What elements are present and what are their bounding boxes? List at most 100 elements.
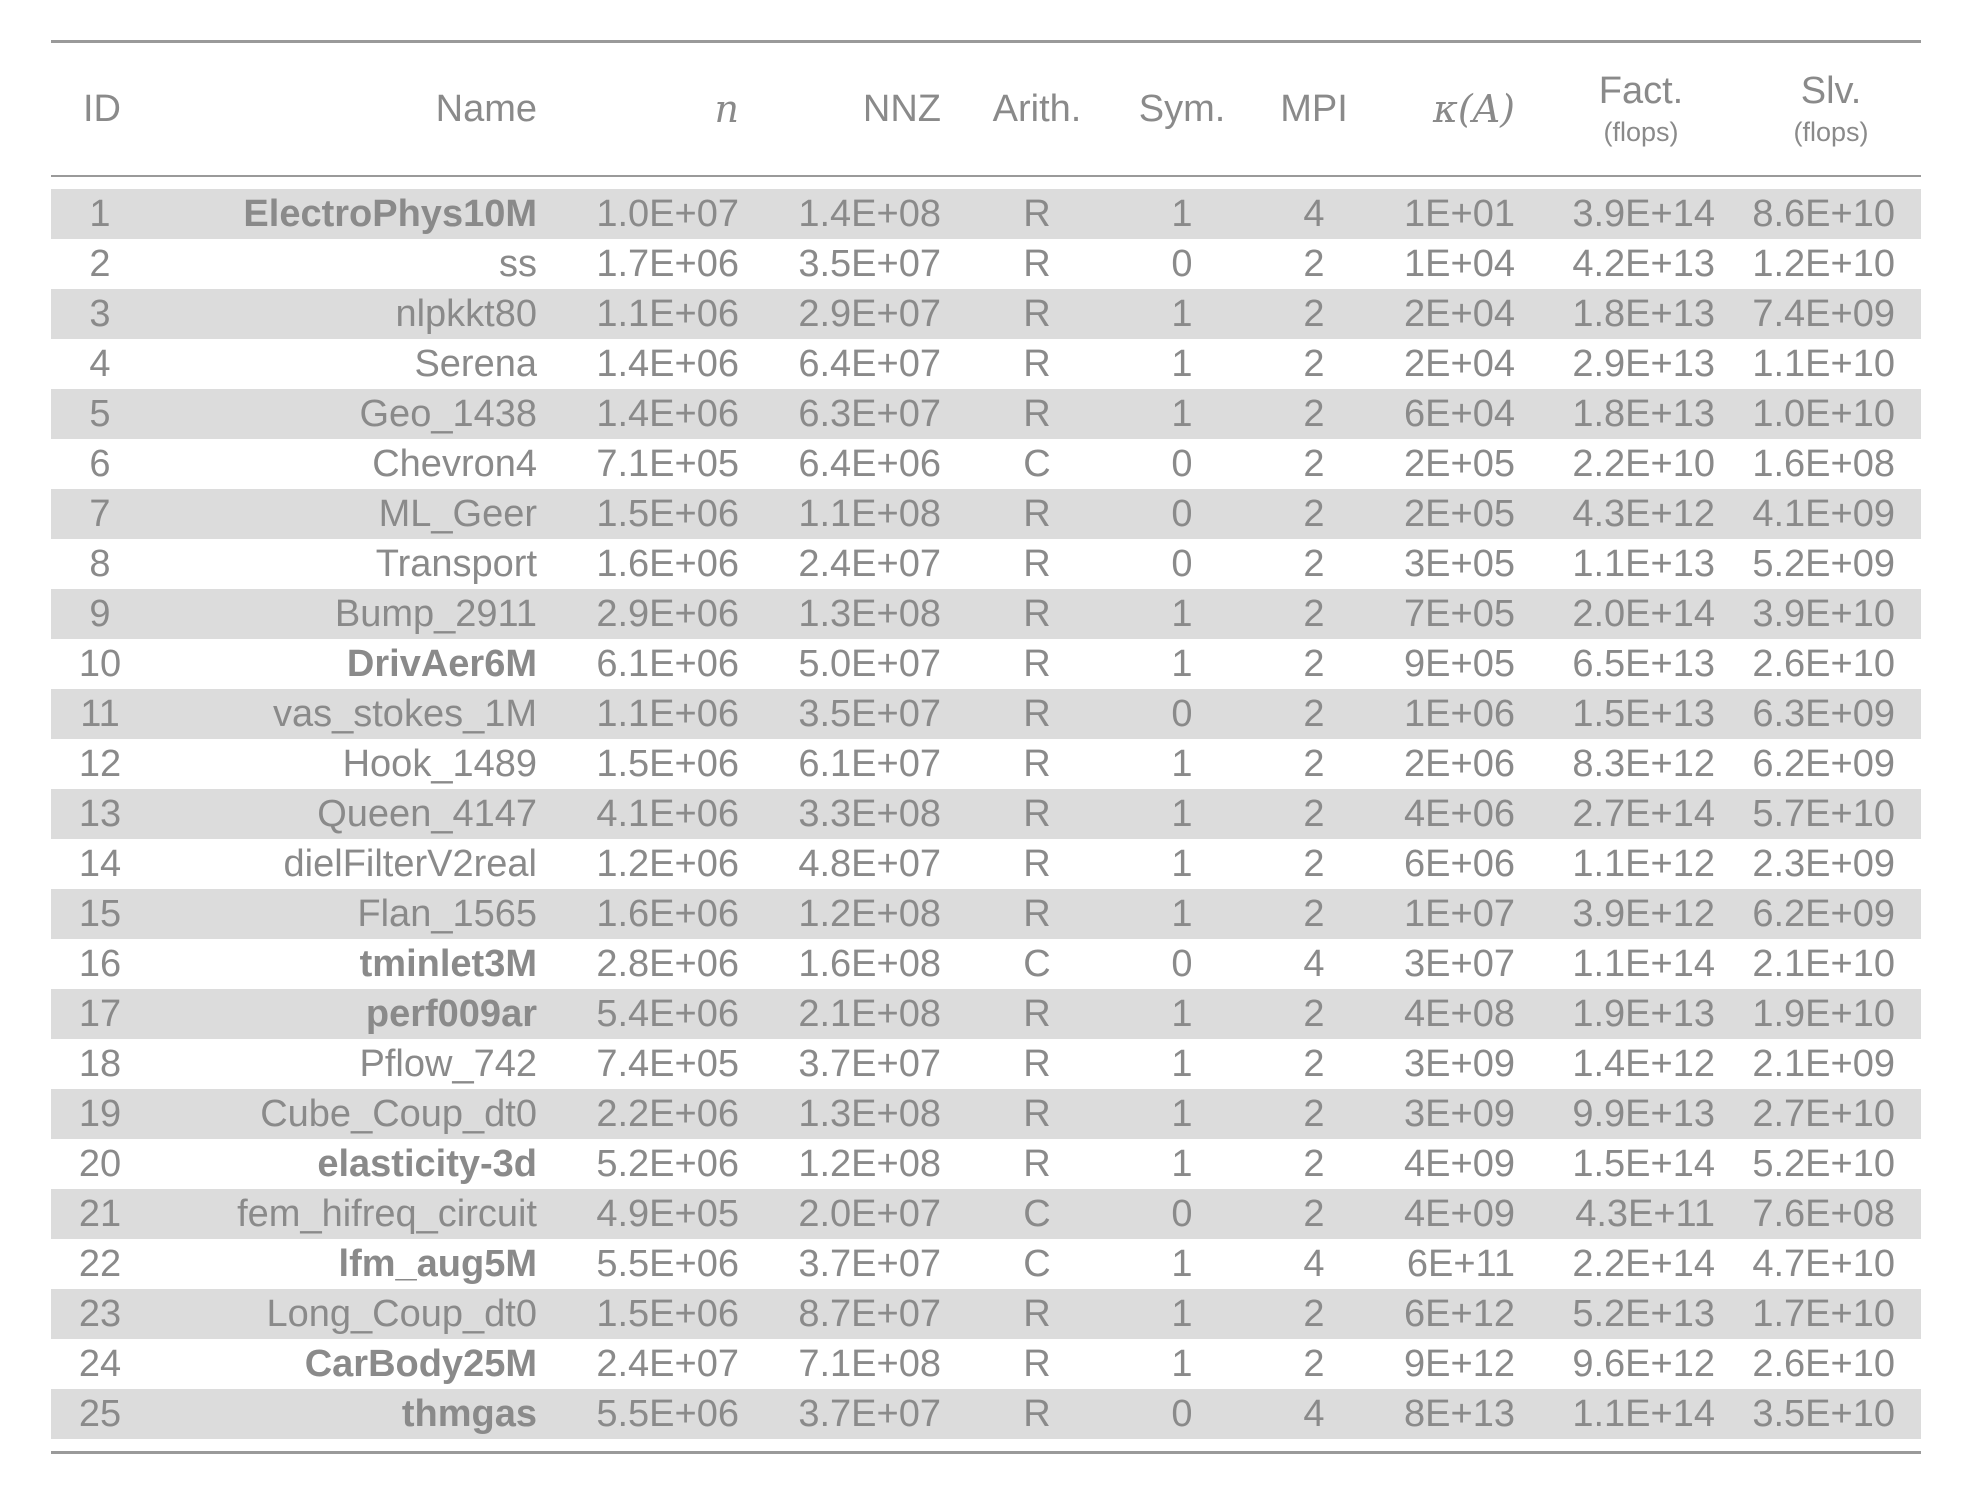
cell-arith: C	[1023, 1242, 1051, 1285]
cell-nnz: 3.5E+07	[765, 689, 967, 739]
cell-n: 2.9E+06	[563, 589, 765, 639]
table-row: 25 thmgas 5.5E+06 3.7E+07 R 0 4 8E+13 1.1E+14 3.5…	[51, 1389, 1921, 1439]
cell-slv: 6.2E+09	[1741, 889, 1921, 939]
table-row: 21 fem_hifreq_circuit 4.9E+05 2.0E+07 C 0 2 4E+…	[51, 1189, 1921, 1239]
cell-nnz: 7.1E+08	[798, 1342, 941, 1385]
cell-nnz: 2.9E+07	[765, 289, 967, 339]
header-slv-label: Slv.	[1800, 70, 1862, 112]
cell-mpi: 2	[1303, 1142, 1325, 1185]
cell-name: lfm_aug5M	[338, 1242, 537, 1285]
header-arith: Arith.	[992, 87, 1082, 130]
cell-id: 2	[89, 242, 111, 285]
cell-id: 22	[78, 1242, 122, 1285]
cell-name: CarBody25M	[304, 1342, 537, 1385]
cell-n: 1.5E+06	[563, 1289, 765, 1339]
cell-name: thmgas	[149, 1389, 563, 1439]
cell-arith: R	[967, 389, 1107, 439]
cell-n: 5.5E+06	[563, 1389, 765, 1439]
cell-name: tminlet3M	[359, 942, 537, 985]
cell-kappa: 1E+06	[1371, 689, 1541, 739]
cell-id: 15	[51, 889, 149, 939]
cell-n: 1.5E+06	[563, 489, 765, 539]
cell-mpi: 2	[1303, 1342, 1325, 1385]
header-nnz: NNZ	[862, 87, 941, 130]
cell-sym: 1	[1107, 389, 1257, 439]
cell-fact: 2.7E+14	[1541, 789, 1741, 839]
cell-name: Serena	[414, 342, 537, 385]
cell-mpi: 2	[1303, 242, 1325, 285]
cell-name: ss	[499, 242, 537, 285]
table-row: 19 Cube_Coup_dt0 2.2E+06 1.3E+08 R 1 2 3E+09 9.9…	[51, 1089, 1921, 1139]
header-slv: Slv. (flops)	[1741, 42, 1921, 177]
table-row: 3 nlpkkt80 1.1E+06 2.9E+07 R 1 2 2E+04 1.8E+13 7.…	[51, 289, 1921, 339]
cell-id: 4	[89, 342, 111, 385]
table-row: 13 Queen_4147 4.1E+06 3.3E+08 R 1 2 4E+06 2.7E+1…	[51, 789, 1921, 839]
cell-sym: 1	[1171, 1042, 1193, 1085]
cell-arith: R	[967, 989, 1107, 1039]
cell-arith: R	[967, 1389, 1107, 1439]
cell-n: 1.1E+06	[563, 289, 765, 339]
cell-arith: R	[1023, 1342, 1051, 1385]
cell-slv: 5.2E+10	[1752, 1142, 1895, 1185]
cell-nnz: 3.7E+07	[798, 1042, 941, 1085]
cell-sym: 0	[1107, 489, 1257, 539]
cell-arith: R	[1023, 242, 1051, 285]
cell-slv: 4.1E+09	[1741, 489, 1921, 539]
table-row: 17 perf009ar 5.4E+06 2.1E+08 R 1 2 4E+08 1.9E+13…	[51, 989, 1921, 1039]
cell-n: 1.2E+06	[596, 842, 739, 885]
cell-id: 21	[51, 1189, 149, 1239]
cell-fact: 2.9E+13	[1572, 342, 1715, 385]
cell-kappa: 9E+05	[1404, 642, 1515, 685]
cell-arith: R	[1023, 642, 1051, 685]
cell-id: 13	[51, 789, 149, 839]
cell-sym: 1	[1171, 1342, 1193, 1385]
cell-fact: 3.9E+14	[1541, 189, 1741, 239]
cell-slv: 2.6E+10	[1752, 1342, 1895, 1385]
cell-n: 4.1E+06	[563, 789, 765, 839]
cell-mpi: 4	[1303, 942, 1325, 985]
cell-sym: 0	[1107, 1389, 1257, 1439]
cell-id: 14	[78, 842, 122, 885]
cell-n: 7.1E+05	[596, 442, 739, 485]
cell-name: ML_Geer	[149, 489, 563, 539]
table-row: 15 Flan_1565 1.6E+06 1.2E+08 R 1 2 1E+07 3.9E+12…	[51, 889, 1921, 939]
cell-kappa: 3E+05	[1404, 542, 1515, 585]
cell-mpi: 2	[1257, 989, 1371, 1039]
cell-kappa: 9E+12	[1404, 1342, 1515, 1385]
cell-nnz: 2.4E+07	[798, 542, 941, 585]
cell-id: 11	[51, 689, 149, 739]
table-row: 10 DrivAer6M 6.1E+06 5.0E+07 R 1 2 9E+05 6.5E+13…	[51, 639, 1921, 689]
cell-kappa: 2E+06	[1404, 742, 1515, 785]
cell-nnz: 1.1E+08	[765, 489, 967, 539]
cell-id: 18	[78, 1042, 122, 1085]
cell-sym: 0	[1107, 1189, 1257, 1239]
table-row: 4 Serena 1.4E+06 6.4E+07 R 1 2 2E+04 2.9E+13 1.1E…	[51, 339, 1921, 389]
cell-sym: 0	[1171, 542, 1193, 585]
cell-nnz: 1.2E+08	[765, 889, 967, 939]
cell-name: Transport	[375, 542, 537, 585]
cell-kappa: 6E+12	[1371, 1289, 1541, 1339]
cell-arith: R	[967, 1089, 1107, 1139]
cell-nnz: 3.5E+07	[798, 242, 941, 285]
cell-fact: 9.6E+12	[1572, 1342, 1715, 1385]
matrix-table-container: ID Name n NNZ Arith. Sym. MPI κ(A) Fact.…	[51, 40, 1921, 1454]
cell-mpi: 2	[1257, 489, 1371, 539]
cell-arith: R	[967, 189, 1107, 239]
cell-id: 1	[51, 189, 149, 239]
table-row: 7 ML_Geer 1.5E+06 1.1E+08 R 0 2 2E+05 4.3E+12 4.1…	[51, 489, 1921, 539]
cell-mpi: 2	[1303, 842, 1325, 885]
cell-arith: R	[1023, 542, 1051, 585]
cell-mpi: 2	[1257, 889, 1371, 939]
cell-kappa: 6E+04	[1371, 389, 1541, 439]
cell-kappa: 1E+07	[1371, 889, 1541, 939]
cell-fact: 1.8E+13	[1541, 289, 1741, 339]
cell-sym: 1	[1107, 989, 1257, 1039]
cell-id: 12	[78, 742, 122, 785]
cell-id: 9	[51, 589, 149, 639]
cell-id: 25	[51, 1389, 149, 1439]
cell-sym: 1	[1107, 1089, 1257, 1139]
cell-arith: R	[967, 789, 1107, 839]
cell-mpi: 2	[1257, 389, 1371, 439]
cell-name: Pflow_742	[359, 1042, 537, 1085]
cell-kappa: 4E+06	[1371, 789, 1541, 839]
